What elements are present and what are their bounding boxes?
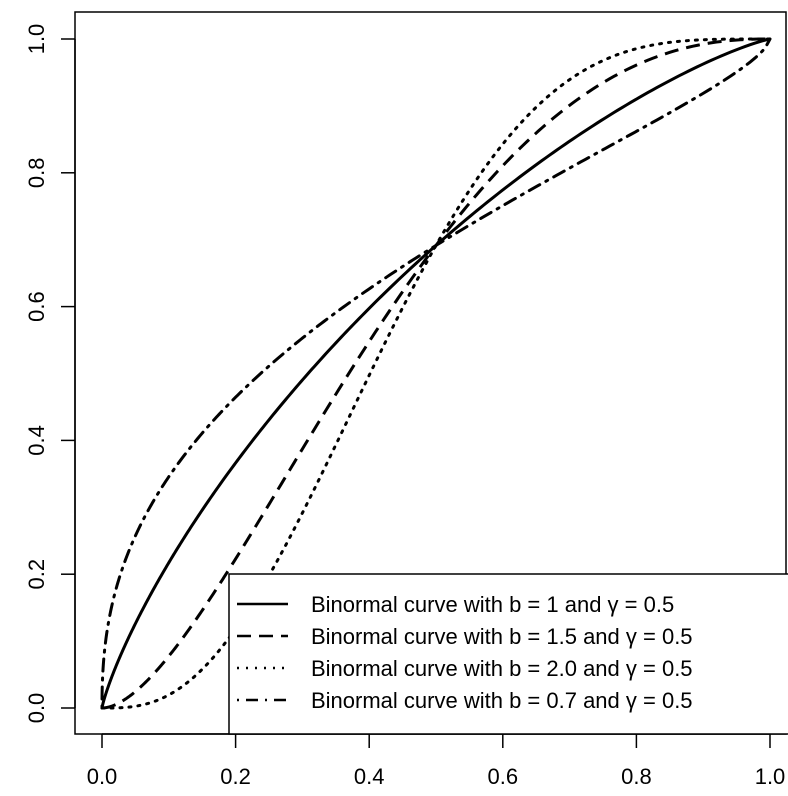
x-tick-label: 0.4	[354, 764, 385, 789]
y-axis: 0.0 0.2 0.4 0.6 0.8 1.0	[24, 24, 76, 724]
curve-dashed	[102, 37, 771, 710]
curve-solid	[100, 37, 771, 709]
legend-label: Binormal curve with b = 2.0 and γ = 0.5	[311, 656, 693, 681]
y-tick-label: 0.6	[24, 291, 49, 322]
y-tick-label: 0.4	[24, 425, 49, 456]
legend-label: Binormal curve with b = 1 and γ = 0.5	[311, 592, 674, 617]
x-tick-label: 0.6	[488, 764, 519, 789]
curve-dotted	[100, 37, 772, 710]
curve-dotdash	[100, 37, 772, 710]
y-tick-label: 1.0	[24, 24, 49, 55]
x-tick-label: 0.8	[621, 764, 652, 789]
legend-box	[228, 573, 788, 735]
x-axis: 0.0 0.2 0.4 0.6 0.8 1.0	[87, 733, 786, 789]
legend-label: Binormal curve with b = 0.7 and γ = 0.5	[311, 688, 693, 713]
curve-group	[100, 37, 772, 710]
legend-label: Binormal curve with b = 1.5 and γ = 0.5	[311, 624, 693, 649]
x-tick-label: 1.0	[755, 764, 786, 789]
x-tick-label: 0.2	[220, 764, 251, 789]
x-tick-label: 0.0	[87, 764, 118, 789]
y-tick-label: 0.8	[24, 158, 49, 189]
legend: Binormal curve with b = 1 and γ = 0.5 Bin…	[228, 573, 788, 735]
y-tick-label: 0.2	[24, 559, 49, 590]
y-tick-label: 0.0	[24, 693, 49, 724]
